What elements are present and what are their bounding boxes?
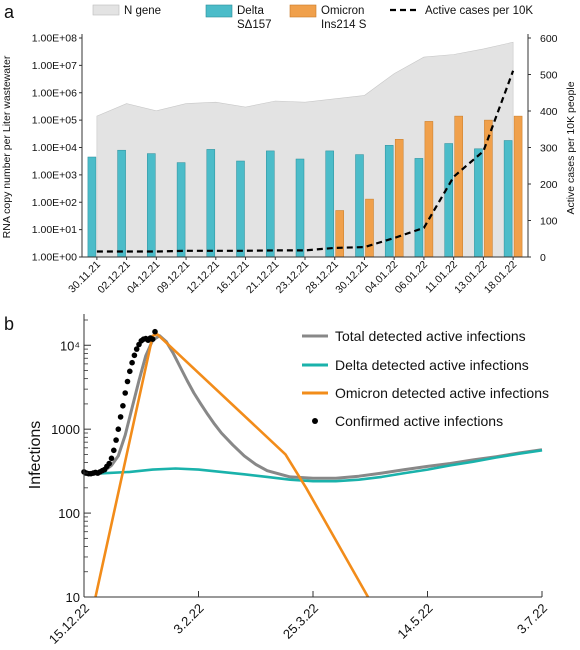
delta-bar xyxy=(295,158,305,258)
confirmed-infection-point xyxy=(113,437,119,443)
delta-bar xyxy=(474,148,483,258)
right-y-tick-label: 200 xyxy=(540,179,558,191)
panel-b-lines-layer xyxy=(83,333,543,598)
confirmed-infection-point xyxy=(111,447,117,454)
omicron-bar xyxy=(394,139,404,258)
panel-a-y-axis-title: RNA copy number per Liter wastewater xyxy=(1,55,13,238)
right-y-tick-label: 500 xyxy=(540,70,558,82)
legend-label-delta-line1: Delta xyxy=(237,5,264,17)
bars-layer xyxy=(87,115,523,258)
delta-bar xyxy=(355,154,364,258)
legend-label-delta-infections-line: Delta detected active infections xyxy=(335,357,529,373)
x-tick-label: 3.2.22 xyxy=(170,601,206,637)
confirmed-infection-point xyxy=(129,359,135,366)
x-tick-label: 15.12.22 xyxy=(46,601,92,647)
y-tick-label: 1.00E+06 xyxy=(32,87,77,99)
delta-bar xyxy=(414,158,424,258)
delta-bar xyxy=(117,149,126,258)
delta-bar xyxy=(176,162,186,258)
y-tick-label: 1.00E+03 xyxy=(32,169,77,181)
confirmed-infection-point xyxy=(108,455,115,462)
confirmed-infection-point xyxy=(131,352,138,359)
y-tick-label: 1.00E+02 xyxy=(32,197,77,209)
omicron-bar xyxy=(365,198,374,258)
x-tick-label: 3.7.22 xyxy=(514,601,550,637)
delta-bar xyxy=(266,150,275,258)
right-y-tick-label: 100 xyxy=(540,216,558,228)
omicron-bar xyxy=(454,115,463,258)
confirmed-infection-point xyxy=(152,328,158,335)
y-tick-label: 1.00E+01 xyxy=(32,224,77,236)
x-tick-label: 14.5.22 xyxy=(394,601,435,642)
panel-b-chart: 10 100 1000 10⁴ 15.12.22 3.2.22 25.3.22 14.5.22… xyxy=(27,314,550,647)
delta-bar xyxy=(206,149,216,258)
panel-a-letter: a xyxy=(4,2,15,22)
panel-a-right-y-axis-title: Active cases per 10K people xyxy=(565,81,577,214)
legend-swatch-omicron xyxy=(289,4,317,18)
x-tick-label: 25.3.22 xyxy=(280,601,321,642)
y-tick-label: 1.00E+07 xyxy=(32,60,77,72)
y-tick-label: 1.00E+08 xyxy=(32,33,77,45)
omicron-bar xyxy=(335,210,344,258)
omicron-infections-line xyxy=(94,333,370,598)
delta-bar xyxy=(147,153,156,258)
y-tick-label: 1.00E+05 xyxy=(32,115,77,127)
panel-a-chart: N gene Delta SΔ157 Omicron Ins214 S Active ca… xyxy=(1,4,577,296)
legend-label-total-infections-line: Total detected active infections xyxy=(335,328,526,344)
x-tick-label: 18.01.22 xyxy=(482,259,519,296)
legend-swatch-n-gene xyxy=(92,4,120,16)
y-tick-label: 10 xyxy=(66,590,80,605)
omicron-bar xyxy=(513,115,523,258)
confirmed-infection-point xyxy=(120,403,126,409)
confirmed-infection-point xyxy=(106,460,112,467)
delta-infections-line xyxy=(83,449,543,483)
confirmed-infection-point xyxy=(127,368,133,375)
panel-b-y-axis-title: Infections xyxy=(27,421,44,489)
delta-bar xyxy=(325,150,334,258)
delta-bar xyxy=(444,143,453,258)
legend-label-active-cases: Active cases per 10K xyxy=(425,5,533,17)
confirmed-infection-point xyxy=(133,346,140,352)
panel-a-legend: N gene Delta SΔ157 Omicron Ins214 S Active ca… xyxy=(92,4,533,31)
confirmed-infection-point xyxy=(115,426,122,433)
y-tick-label: 1.00E+04 xyxy=(32,142,77,154)
delta-bar xyxy=(236,160,245,258)
total-infections-line xyxy=(84,334,543,480)
confirmed-infection-point xyxy=(122,390,128,396)
confirmed-infection-point xyxy=(124,378,131,385)
y-tick-label: 1.00E+00 xyxy=(32,252,77,264)
delta-bar xyxy=(87,156,97,258)
legend-label-omicron-infections-line: Omicron detected active infections xyxy=(335,385,549,401)
omicron-bar xyxy=(424,121,434,258)
right-y-tick-label: 600 xyxy=(540,33,558,45)
right-y-tick-label: 300 xyxy=(540,143,558,155)
right-y-tick-label: 400 xyxy=(540,106,558,118)
y-tick-label: 10⁴ xyxy=(60,338,80,353)
legend-label-delta-line2: SΔ157 xyxy=(237,19,272,31)
panel-b-legend: Total detected active infections Delta de… xyxy=(302,328,549,429)
n-gene-area-layer xyxy=(96,41,514,258)
confirmed-infection-point xyxy=(149,336,156,343)
x-tick-label: 06.01.22 xyxy=(393,259,430,296)
confirmed-infection-point xyxy=(117,414,124,420)
legend-label-n-gene: N gene xyxy=(124,5,161,17)
right-y-tick-label: 0 xyxy=(540,252,546,264)
n-gene-area xyxy=(96,41,514,258)
legend-label-omicron-line2: Ins214 S xyxy=(321,19,367,31)
panel-b-letter: b xyxy=(4,314,14,334)
y-tick-label: 100 xyxy=(58,506,80,521)
legend-label-omicron-line1: Omicron xyxy=(321,5,364,17)
legend-swatch-delta xyxy=(205,4,233,18)
legend-label-confirmed: Confirmed active infections xyxy=(335,413,503,429)
y-tick-label: 1000 xyxy=(51,422,80,437)
delta-bar xyxy=(503,140,513,258)
confirmed-points-layer xyxy=(81,328,158,477)
legend-swatch-confirmed xyxy=(312,418,318,424)
